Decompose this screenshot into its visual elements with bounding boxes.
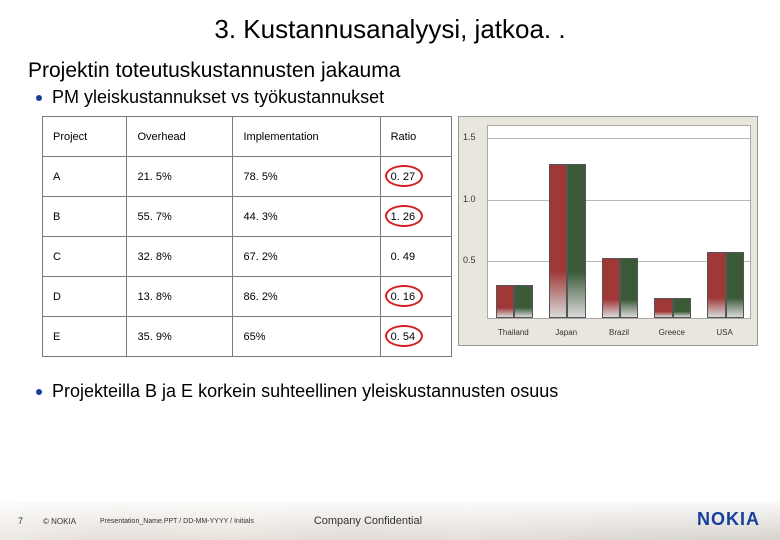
table-cell: 13. 8%	[127, 277, 233, 317]
table-cell: 44. 3%	[233, 197, 380, 237]
table-header: Project	[43, 117, 127, 157]
table-cell: 32. 8%	[127, 237, 233, 277]
table-cell: B	[43, 197, 127, 237]
doc-info: Presentation_Name.PPT / DD-MM-YYYY / Ini…	[100, 518, 254, 525]
table-row: A21. 5%78. 5%0. 27	[43, 157, 452, 197]
grid-line	[488, 138, 750, 139]
bullet-2-text: Projekteilla B ja E korkein suhteellinen…	[52, 381, 558, 402]
table-cell: 0. 54	[380, 317, 451, 357]
highlight-circle-icon	[385, 205, 423, 227]
bullet-1-text: PM yleiskustannukset vs työkustannukset	[52, 87, 384, 108]
grid-line	[488, 200, 750, 201]
y-tick-label: 1.0	[463, 194, 476, 204]
highlight-circle-icon	[385, 285, 423, 307]
x-tick-label: USA	[716, 328, 732, 337]
bullet-2: Projekteilla B ja E korkein suhteellinen…	[0, 357, 780, 402]
y-tick-label: 0.5	[463, 255, 476, 265]
table-cell: 86. 2%	[233, 277, 380, 317]
highlight-circle-icon	[385, 165, 423, 187]
table-row: D13. 8%86. 2%0. 16	[43, 277, 452, 317]
chart-bar	[496, 285, 514, 318]
highlight-circle-icon	[385, 325, 423, 347]
bullet-1: PM yleiskustannukset vs työkustannukset	[0, 87, 780, 108]
slide-title: 3. Kustannusanalyysi, jatkoa. .	[0, 0, 780, 45]
table-cell: C	[43, 237, 127, 277]
table-cell: A	[43, 157, 127, 197]
footer: 7 © NOKIA Presentation_Name.PPT / DD-MM-…	[0, 502, 780, 540]
table-cell: 21. 5%	[127, 157, 233, 197]
x-tick-label: Thailand	[498, 328, 529, 337]
bullet-dot-icon	[36, 95, 42, 101]
chart-bar	[567, 164, 585, 318]
cost-table: ProjectOverheadImplementationRatio A21. …	[42, 116, 452, 357]
chart-bar	[514, 285, 532, 318]
chart-bar	[602, 258, 620, 318]
chart-bar	[549, 164, 567, 318]
table-header: Implementation	[233, 117, 380, 157]
chart-bar	[707, 252, 725, 318]
table-header: Overhead	[127, 117, 233, 157]
table-cell: 1. 26	[380, 197, 451, 237]
table-header: Ratio	[380, 117, 451, 157]
table-row: B55. 7%44. 3%1. 26	[43, 197, 452, 237]
nokia-logo: NOKIA	[697, 509, 760, 530]
table-cell: 55. 7%	[127, 197, 233, 237]
chart-bar	[654, 298, 672, 318]
chart-bar	[726, 252, 744, 318]
table-cell: E	[43, 317, 127, 357]
table-cell: 67. 2%	[233, 237, 380, 277]
table-cell: 65%	[233, 317, 380, 357]
x-tick-label: Brazil	[609, 328, 629, 337]
table-cell: D	[43, 277, 127, 317]
table-row: E35. 9%65%0. 54	[43, 317, 452, 357]
chart-bar	[673, 298, 691, 318]
bullet-dot-icon	[36, 389, 42, 395]
chart-bar	[620, 258, 638, 318]
confidential-label: Company Confidential	[314, 515, 422, 527]
table-cell: 0. 16	[380, 277, 451, 317]
table-cell: 35. 9%	[127, 317, 233, 357]
table-cell: 78. 5%	[233, 157, 380, 197]
x-tick-label: Japan	[555, 328, 577, 337]
y-tick-label: 1.5	[463, 132, 476, 142]
copyright: © NOKIA	[43, 517, 76, 526]
table-cell: 0. 27	[380, 157, 451, 197]
table-cell: 0. 49	[380, 237, 451, 277]
slide-subtitle: Projektin toteutuskustannusten jakauma	[0, 45, 780, 87]
page-number: 7	[18, 516, 23, 526]
ratio-bar-chart: 0.5 1.0 1.5 Thailand Japan Brazil Greece USA	[458, 116, 758, 346]
x-tick-label: Greece	[659, 328, 685, 337]
table-row: C32. 8%67. 2%0. 49	[43, 237, 452, 277]
